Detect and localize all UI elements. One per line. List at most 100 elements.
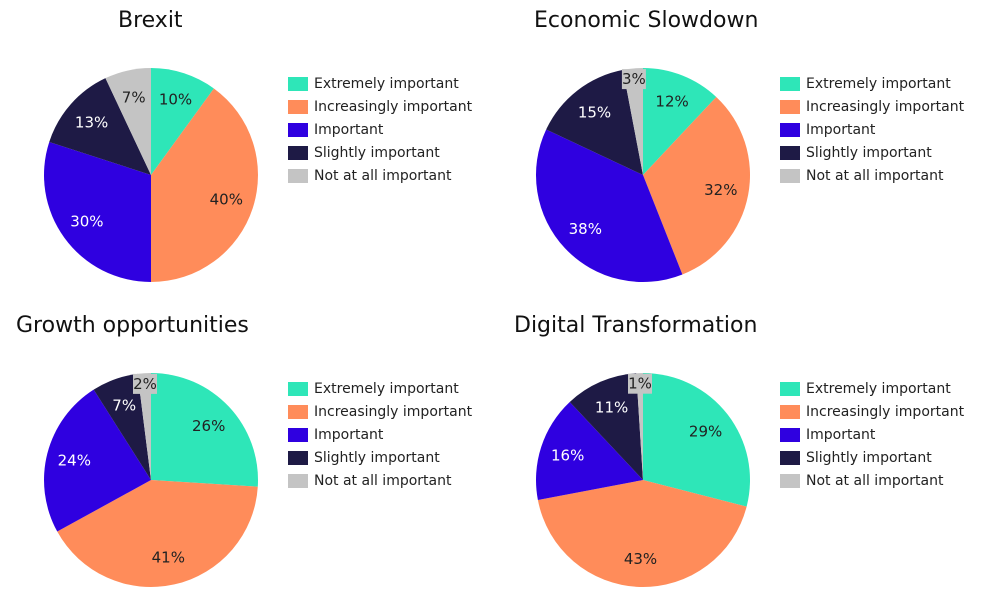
pie-chart: 26% 41% 24% 7% 2% (44, 373, 259, 587)
chart-title: Digital Transformation (514, 313, 758, 338)
legend-item: Important (780, 118, 964, 141)
pie-slice-extremely-important (151, 373, 259, 487)
data-label-important: 30% (70, 213, 103, 231)
data-label-increasingly-important: 32% (704, 181, 737, 199)
legend-label: Extremely important (314, 75, 459, 92)
legend-label: Increasingly important (806, 98, 965, 115)
legend-swatch (780, 381, 800, 396)
pie-slice-extremely-important (151, 68, 214, 175)
pie-slice-slightly-important (569, 373, 643, 480)
data-label-slightly-important: 15% (578, 103, 611, 121)
legend-swatch (288, 122, 308, 137)
pie-slice-increasingly-important (57, 480, 258, 587)
pie-slice-increasingly-important (537, 480, 747, 587)
pie-slice-extremely-important (643, 373, 751, 507)
legend-label: Important (314, 121, 384, 138)
data-label-slightly-important: 11% (595, 398, 628, 416)
data-label-important: 24% (58, 451, 91, 469)
legend-item: Increasingly important (288, 95, 472, 118)
legend-label: Not at all important (806, 167, 944, 184)
pie-panel-economic-slowdown: Economic Slowdown 12% 32% 38% 15% 3% Extreme… (492, 0, 984, 296)
legend-item: Extremely important (288, 72, 472, 95)
legend-label: Slightly important (314, 144, 440, 161)
legend-swatch (288, 404, 308, 419)
legend-swatch (780, 473, 800, 488)
legend-swatch (780, 122, 800, 137)
pie-slice-slightly-important (49, 78, 151, 175)
legend-label: Slightly important (314, 449, 440, 466)
legend-item: Extremely important (288, 377, 472, 400)
legend: Extremely important Increasingly importan… (288, 72, 472, 187)
pie-slice-increasingly-important (151, 88, 258, 282)
data-label-not-at-all-important: 1% (628, 375, 652, 393)
legend-swatch (288, 76, 308, 91)
legend-swatch (780, 450, 800, 465)
legend-label: Extremely important (806, 75, 951, 92)
legend-label: Slightly important (806, 449, 932, 466)
legend-label: Not at all important (314, 472, 452, 489)
pie-slice-important (536, 402, 643, 501)
data-label-not-at-all-important: 3% (622, 70, 646, 88)
data-label-slightly-important: 7% (112, 397, 136, 415)
legend-item: Increasingly important (780, 400, 964, 423)
chart-title: Economic Slowdown (534, 8, 759, 33)
chart-title: Brexit (118, 8, 183, 33)
legend-item: Increasingly important (780, 95, 964, 118)
legend-label: Important (806, 426, 876, 443)
legend-item: Not at all important (780, 469, 964, 492)
legend-item: Slightly important (780, 141, 964, 164)
chart-title: Growth opportunities (16, 313, 249, 338)
legend-item: Extremely important (780, 72, 964, 95)
legend-item: Increasingly important (288, 400, 472, 423)
data-label-not-at-all-important: 7% (122, 89, 146, 107)
legend-swatch (780, 168, 800, 183)
legend-swatch (288, 473, 308, 488)
pie-slice-not-at-all-important (622, 68, 643, 175)
data-label-extremely-important: 12% (655, 92, 688, 110)
pie-chart: 29% 43% 16% 11%1% (536, 373, 751, 587)
legend-swatch (288, 145, 308, 160)
legend-item: Slightly important (780, 446, 964, 469)
pie-chart: 10% 40% 30% 13% 7% (44, 68, 258, 282)
legend-item: Important (288, 423, 472, 446)
legend-swatch (780, 76, 800, 91)
legend-item: Slightly important (288, 446, 472, 469)
data-label-extremely-important: 10% (159, 91, 192, 109)
pie-slice-not-at-all-important (105, 68, 151, 175)
legend-label: Increasingly important (314, 98, 473, 115)
legend-label: Not at all important (806, 472, 944, 489)
legend-label: Not at all important (314, 167, 452, 184)
data-label-not-at-all-important: 2% (133, 375, 157, 393)
legend-swatch (288, 99, 308, 114)
legend-item: Extremely important (780, 377, 964, 400)
legend-label: Important (806, 121, 876, 138)
legend-label: Extremely important (314, 380, 459, 397)
pie-chart: 12% 32% 38% 15% 3% (535, 68, 751, 283)
data-label-background (628, 373, 652, 394)
legend: Extremely important Increasingly importan… (780, 377, 964, 492)
data-label-important: 38% (569, 220, 602, 238)
pie-panel-brexit: Brexit 10% 40% 30% 13% 7% Extremely importan… (0, 0, 492, 296)
pie-slice-slightly-important (93, 373, 151, 480)
legend-item: Slightly important (288, 141, 472, 164)
pie-slice-important (44, 389, 151, 532)
legend-label: Increasingly important (806, 403, 965, 420)
legend: Extremely important Increasingly importan… (288, 377, 472, 492)
legend-swatch (780, 99, 800, 114)
legend-label: Important (314, 426, 384, 443)
data-label-background (133, 373, 157, 394)
pie-panel-growth-opportunities: Growth opportunities 26% 41% 24% 7% 2% Extre… (0, 305, 492, 601)
pie-panel-digital-transformation: Digital Transformation 29% 43% 16% 11% 1% Ex… (492, 305, 984, 601)
legend-label: Extremely important (806, 380, 951, 397)
legend-swatch (780, 145, 800, 160)
data-label-increasingly-important: 41% (152, 548, 185, 566)
legend: Extremely important Increasingly importan… (780, 72, 964, 187)
pie-slice-not-at-all-important (137, 373, 151, 480)
legend-item: Not at all important (780, 164, 964, 187)
pie-slice-slightly-important (546, 69, 643, 175)
pie-slice-not-at-all-important (636, 373, 643, 480)
legend-swatch (288, 168, 308, 183)
pie-slice-important (535, 129, 683, 283)
legend-swatch (288, 381, 308, 396)
